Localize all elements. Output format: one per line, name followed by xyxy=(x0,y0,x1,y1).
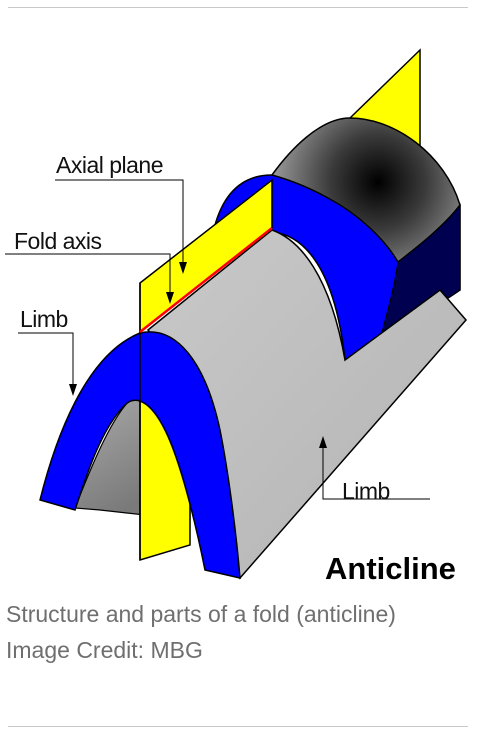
bottom-divider xyxy=(8,726,468,727)
anticline-diagram: Axial plane Fold axis Limb Limb Anticlin… xyxy=(0,40,500,590)
limb-left-label: Limb xyxy=(20,306,68,332)
fold-axis-line xyxy=(139,227,273,333)
axial-plane-arrowhead xyxy=(179,262,187,274)
limb-left-leader xyxy=(18,332,74,390)
front-face-blue-layer xyxy=(39,331,241,579)
fold-axis-label: Fold axis xyxy=(14,228,102,254)
fold-axis-arrowhead xyxy=(166,292,174,304)
axial-plane-leader xyxy=(55,179,184,268)
axial-plane-label: Axial plane xyxy=(56,152,164,178)
caption-text: Structure and parts of a fold (anticline… xyxy=(6,601,396,627)
fold-axis-leader xyxy=(5,253,171,298)
limb-left-arrowhead xyxy=(69,384,77,396)
limb-right-label: Limb xyxy=(342,478,390,504)
anticline-illustration xyxy=(5,48,467,580)
top-divider xyxy=(8,7,468,8)
limb-right-arrowhead xyxy=(319,436,327,448)
limb-right-leader xyxy=(322,442,430,500)
diagram-title: Anticline xyxy=(325,551,456,586)
image-credit: Image Credit: MBG xyxy=(6,637,203,663)
figure-caption: Structure and parts of a fold (anticline… xyxy=(6,596,476,668)
